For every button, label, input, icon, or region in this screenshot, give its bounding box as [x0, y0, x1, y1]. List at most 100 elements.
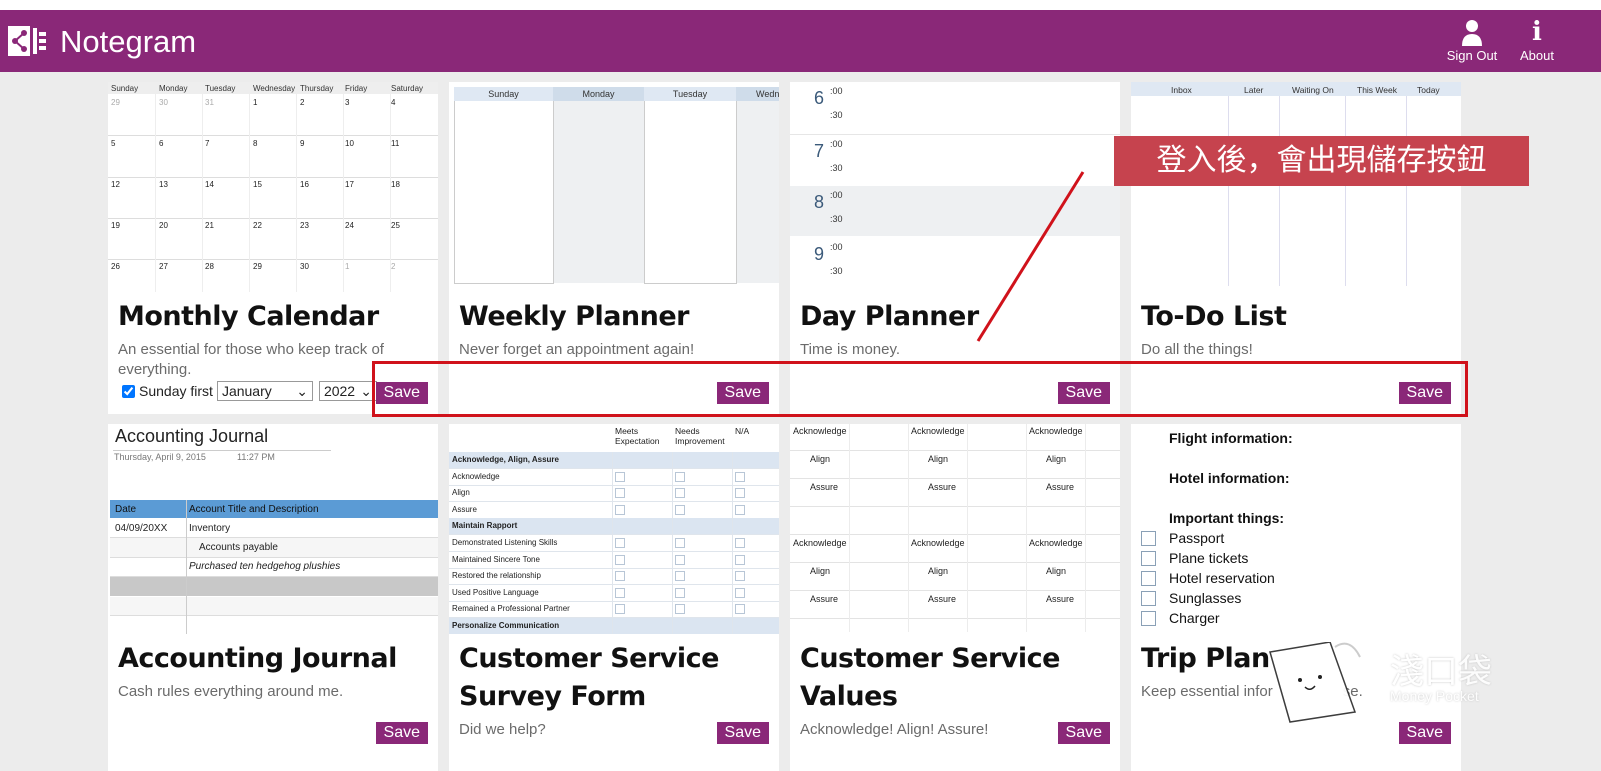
- weekday-label: Wednesday: [253, 84, 296, 93]
- year-select[interactable]: 2022 ⌄: [318, 381, 377, 401]
- about-button[interactable]: i About: [1507, 16, 1567, 63]
- annotation-callout: 登入後，會出現儲存按鈕: [1114, 136, 1529, 186]
- survey-checkbox[interactable]: [675, 504, 685, 515]
- card-customer-service-values[interactable]: Acknowledge Acknowledge Acknowledge Align Al…: [790, 424, 1120, 771]
- save-button[interactable]: Save: [375, 722, 428, 744]
- calendar-day: 25: [391, 221, 400, 230]
- value-word: Acknowledge: [911, 426, 965, 436]
- survey-checkbox[interactable]: [675, 471, 685, 482]
- calendar-day: 12: [111, 180, 120, 189]
- survey-checkbox[interactable]: [735, 554, 745, 565]
- value-word: Assure: [928, 482, 957, 492]
- card-title-line2: Survey Form: [459, 681, 646, 712]
- calendar-day: 13: [159, 180, 168, 189]
- survey-checkbox[interactable]: [615, 471, 625, 482]
- calendar-day: 1: [345, 262, 350, 271]
- value-word: Acknowledge: [793, 538, 847, 548]
- survey-checkbox[interactable]: [615, 587, 625, 598]
- survey-row-label: Restored the relationship: [452, 571, 541, 581]
- survey-checkbox[interactable]: [615, 538, 625, 548]
- save-button[interactable]: Save: [1398, 382, 1451, 404]
- calendar-options: Sunday first January ⌄ 2022 ⌄: [122, 381, 377, 401]
- survey-row: Maintain Rapport: [449, 518, 779, 536]
- value-word: Align: [810, 454, 831, 464]
- survey-checkbox[interactable]: [615, 554, 625, 565]
- user-icon: [1462, 20, 1482, 46]
- survey-row: Restored the relationship: [449, 568, 779, 586]
- card-title-line1: Customer Service: [459, 643, 719, 674]
- survey-row: Acknowledge, Align, Assure: [449, 452, 779, 469]
- value-word: Align: [810, 566, 831, 576]
- calendar-day: 4: [391, 98, 396, 107]
- calendar-day: 21: [205, 221, 214, 230]
- sunday-first-checkbox[interactable]: [122, 384, 135, 398]
- weekday-label: Friday: [345, 84, 368, 93]
- survey-checkbox[interactable]: [675, 538, 685, 548]
- save-button[interactable]: Save: [1057, 382, 1110, 404]
- survey-checkbox[interactable]: [675, 604, 685, 615]
- survey-checkbox[interactable]: [675, 571, 685, 582]
- sign-out-button[interactable]: Sign Out: [1442, 16, 1502, 63]
- survey-checkbox[interactable]: [615, 604, 625, 615]
- card-title: Weekly Planner: [459, 301, 690, 332]
- card-trip-planner[interactable]: Flight information: Hotel information: I…: [1131, 424, 1461, 771]
- sign-out-label: Sign Out: [1446, 48, 1498, 63]
- card-accounting-journal[interactable]: Accounting Journal Thursday, April 9, 20…: [108, 424, 438, 771]
- survey-checkbox[interactable]: [735, 538, 745, 548]
- card-title-line1: Customer Service: [800, 643, 1060, 674]
- save-button[interactable]: Save: [375, 382, 428, 404]
- save-button[interactable]: Save: [716, 382, 769, 404]
- calendar-day: 31: [205, 98, 214, 107]
- survey-checkbox[interactable]: [615, 488, 625, 499]
- card-description: Do all the things!: [1141, 341, 1253, 358]
- checkbox[interactable]: [1141, 571, 1156, 586]
- checkbox[interactable]: [1141, 531, 1156, 546]
- card-title: Trip Plan: [1141, 643, 1270, 674]
- checkbox[interactable]: [1141, 591, 1156, 606]
- calendar-day: 18: [391, 180, 400, 189]
- save-button[interactable]: Save: [716, 722, 769, 744]
- card-title: Monthly Calendar: [118, 301, 379, 332]
- card-description: Cash rules everything around me.: [118, 683, 344, 700]
- watermark-english: Money Pocket: [1390, 688, 1479, 704]
- survey-checkbox[interactable]: [735, 604, 745, 615]
- survey-checkbox[interactable]: [675, 554, 685, 565]
- calendar-day: 11: [391, 139, 400, 148]
- value-word: Assure: [1046, 594, 1075, 604]
- value-word: Align: [1046, 454, 1067, 464]
- survey-checkbox[interactable]: [615, 504, 625, 515]
- survey-row-label: Used Positive Language: [452, 587, 539, 597]
- month-select[interactable]: January ⌄: [216, 381, 313, 401]
- day-header: Wedne: [736, 87, 779, 101]
- survey-checkbox[interactable]: [735, 587, 745, 598]
- survey-checkbox[interactable]: [735, 488, 745, 499]
- journal-thumb-time: 11:27 PM: [237, 452, 275, 462]
- checkbox[interactable]: [1141, 611, 1156, 626]
- card-weekly-planner[interactable]: Sunday Monday Tuesday Wedne Weekly Plann…: [449, 82, 779, 414]
- survey-checkbox[interactable]: [735, 504, 745, 515]
- survey-row: Used Positive Language: [449, 584, 779, 602]
- calendar-day: 29: [253, 262, 262, 271]
- calendar-day: 9: [300, 139, 305, 148]
- calendar-day: 29: [111, 98, 120, 107]
- save-button[interactable]: Save: [1398, 722, 1451, 744]
- calendar-day: 14: [205, 180, 214, 189]
- card-description: Did we help?: [459, 721, 546, 738]
- card-monthly-calendar[interactable]: Sunday Monday Tuesday Wednesday Thursday…: [108, 82, 438, 414]
- survey-checkbox[interactable]: [735, 471, 745, 482]
- notegram-logo-icon: [8, 26, 46, 56]
- survey-checkbox[interactable]: [675, 488, 685, 499]
- survey-row-label: Assure: [452, 504, 477, 514]
- checkbox[interactable]: [1141, 551, 1156, 566]
- calendar-day: 26: [111, 262, 120, 271]
- survey-checkbox[interactable]: [615, 571, 625, 582]
- card-customer-service-survey[interactable]: Meets Expectation Needs Improvement N/A …: [449, 424, 779, 771]
- survey-checkbox[interactable]: [735, 571, 745, 582]
- survey-checkbox[interactable]: [675, 587, 685, 598]
- day-header: Monday: [553, 87, 644, 101]
- card-title: Day Planner: [800, 301, 979, 332]
- save-button[interactable]: Save: [1057, 722, 1110, 744]
- app-title: Notegram: [60, 24, 197, 59]
- value-word: Acknowledge: [793, 426, 847, 436]
- calendar-day: 23: [300, 221, 309, 230]
